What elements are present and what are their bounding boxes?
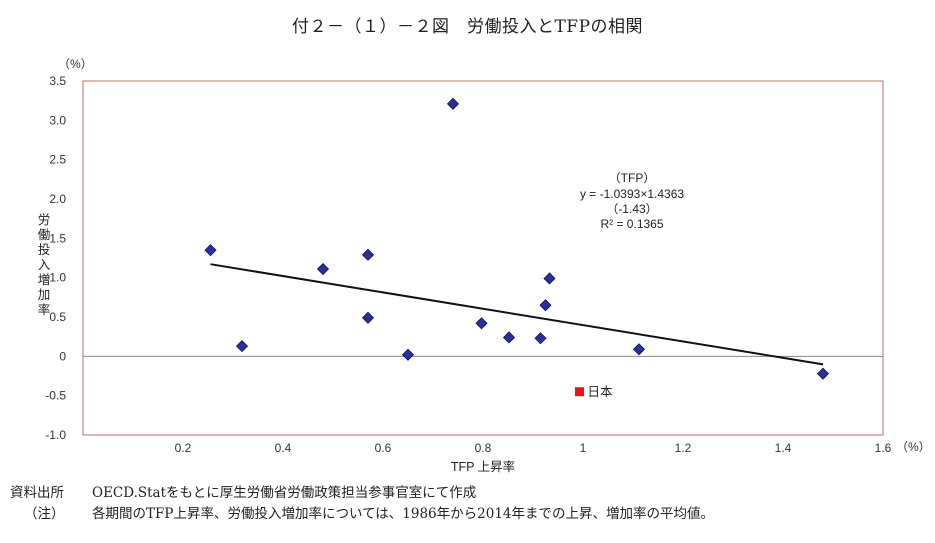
x-tick-label: 1.2: [675, 441, 692, 455]
data-point: [401, 348, 415, 361]
y-axis-label: 労働投入増加率: [37, 213, 51, 317]
y-tick-label: 0.5: [49, 310, 66, 324]
y-tick-label: 3.0: [49, 113, 66, 127]
annotation-tvalue: （-1.43）: [606, 202, 657, 216]
note-row: （注） 各期間のTFP上昇率、労働投入増加率については、1986年から2014年…: [10, 504, 714, 525]
y-tick-label: 1.5: [49, 231, 66, 245]
x-tick-label: 1.4: [775, 441, 792, 455]
data-point: [534, 332, 547, 345]
x-tick-label: 1: [580, 441, 587, 455]
data-point: [204, 244, 217, 257]
data-point: [361, 311, 375, 324]
y-tick-label: -0.5: [45, 389, 66, 403]
japan-point-label: 日本: [588, 385, 614, 399]
source-text: OECD.Statをもとに厚生労働省労働政策担当参事官室にて作成: [92, 485, 477, 501]
notes: 資料出所 OECD.Statをもとに厚生労働省労働政策担当参事官室にて作成 （注…: [10, 483, 714, 525]
y-tick-label: 2.0: [49, 192, 66, 206]
note-text: 各期間のTFP上昇率、労働投入増加率については、1986年から2014年までの上…: [92, 506, 714, 522]
data-point: [446, 97, 460, 110]
y-tick-label: 0: [59, 349, 66, 363]
x-tick-label: 1.6: [875, 441, 892, 455]
plot-area: [82, 80, 884, 436]
annotation-equation: y = -1.0393×1.4363: [580, 187, 684, 201]
data-point: [539, 299, 552, 312]
x-tick-label: 0.4: [275, 441, 292, 455]
data-point: [632, 343, 646, 356]
source-row: 資料出所 OECD.Statをもとに厚生労働省労働政策担当参事官室にて作成: [10, 483, 714, 504]
annotation-tfp: （TFP）: [609, 171, 656, 185]
y-tick-label: 3.5: [49, 74, 66, 88]
japan-data-point: [575, 387, 584, 397]
data-point: [361, 248, 375, 261]
trend-line: [210, 263, 824, 366]
data-point: [502, 331, 516, 344]
chart-title: 付２－（１）－２図 労働投入とTFPの相関: [291, 17, 644, 37]
y-tick-label: 2.5: [49, 153, 66, 167]
x-axis-label: TFP 上昇率: [451, 459, 515, 474]
x-tick-label: 0.8: [475, 441, 492, 455]
data-point: [816, 367, 830, 380]
data-point: [475, 317, 488, 330]
regression-annotation: （TFP） y = -1.0393×1.4363 （-1.43） R² = 0.…: [580, 171, 684, 231]
source-label: 資料出所: [10, 485, 64, 501]
x-tick-label: 0.6: [375, 441, 392, 455]
data-point: [543, 272, 556, 285]
y-tick-label: 1.0: [49, 271, 66, 285]
x-unit-label: （%）: [896, 440, 931, 454]
data-point: [316, 262, 330, 276]
note-label: （注）: [24, 506, 65, 522]
x-tick-label: 0.2: [175, 441, 192, 455]
annotation-r-squared: R² = 0.1365: [600, 217, 663, 231]
data-point: [235, 340, 249, 353]
y-unit-label: （%）: [58, 57, 93, 71]
y-tick-label: -1.0: [45, 428, 66, 442]
